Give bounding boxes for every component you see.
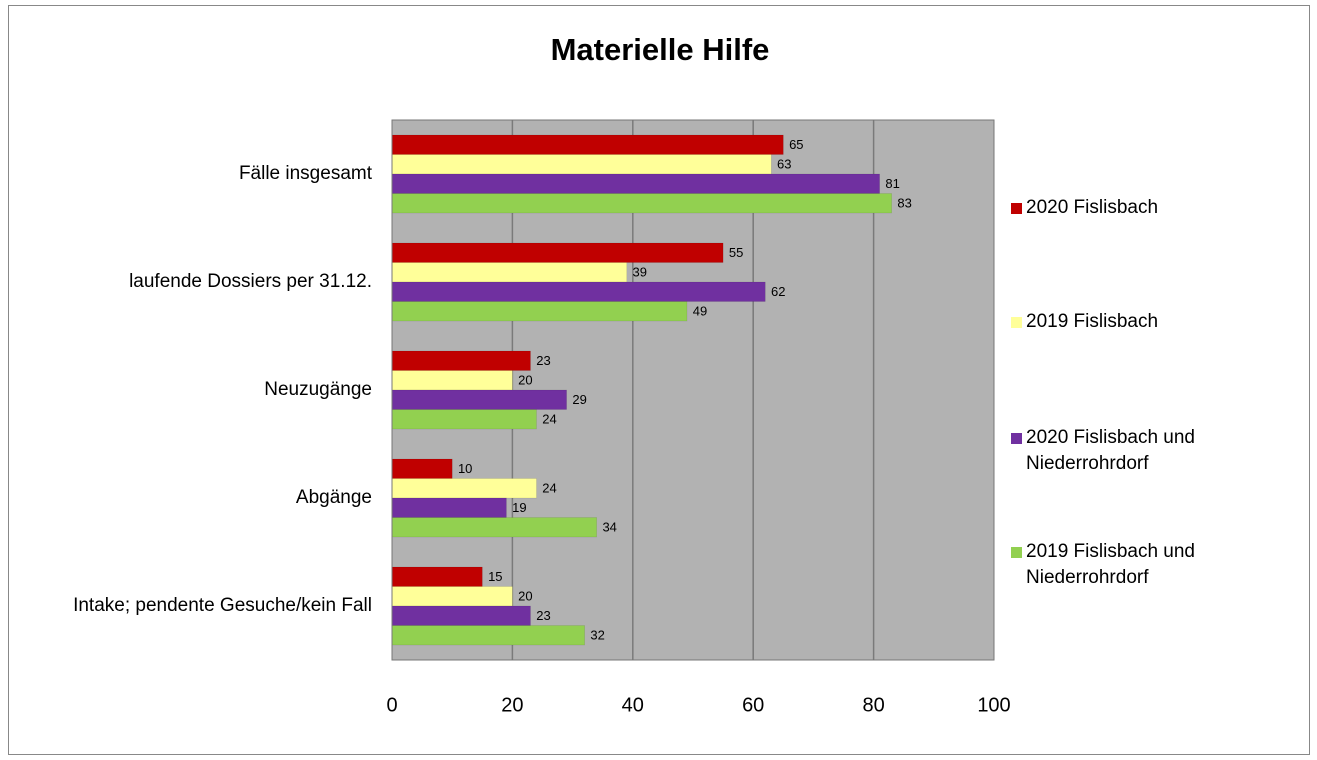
bar xyxy=(391,625,585,646)
category-label: Abgänge xyxy=(20,485,372,511)
bar xyxy=(391,566,483,587)
bar xyxy=(391,262,628,283)
category-text: Abgänge xyxy=(295,487,372,508)
bar xyxy=(391,301,688,322)
value-label: 15 xyxy=(488,569,502,584)
value-label: 63 xyxy=(777,157,791,172)
legend-swatch xyxy=(1011,317,1022,328)
bar xyxy=(391,517,597,538)
x-tick-label: 100 xyxy=(977,694,1010,716)
value-label: 49 xyxy=(693,304,707,319)
x-tick-label: 80 xyxy=(862,694,884,716)
bar xyxy=(391,458,453,479)
category-label: Neuzugänge xyxy=(20,377,372,403)
legend-swatch xyxy=(1011,433,1022,444)
category-text: Intake; pendente Gesuche/kein Fall xyxy=(73,595,372,616)
x-tick-label: 20 xyxy=(501,694,523,716)
legend-swatch xyxy=(1011,547,1022,558)
x-tick-label: 60 xyxy=(742,694,764,716)
value-label: 83 xyxy=(897,196,911,211)
value-label: 39 xyxy=(633,265,647,280)
value-label: 55 xyxy=(729,245,743,260)
bar xyxy=(391,242,724,263)
plot-area xyxy=(391,119,995,661)
legend-swatch xyxy=(1011,203,1022,214)
legend-label: 2019 Fislisbach xyxy=(1026,311,1159,332)
value-label: 19 xyxy=(512,500,526,515)
category-label: Intake; pendente Gesuche/kein Fall xyxy=(20,593,372,619)
bar xyxy=(391,605,531,626)
value-label: 24 xyxy=(542,481,556,496)
bar xyxy=(391,173,880,194)
value-label: 65 xyxy=(789,137,803,152)
category-text: Neuzugänge xyxy=(264,379,372,400)
category-label: Fälle insgesamt xyxy=(20,161,372,187)
x-tick-label: 40 xyxy=(622,694,644,716)
bar xyxy=(391,350,531,371)
x-tick-label: 0 xyxy=(386,694,397,716)
value-label: 34 xyxy=(602,520,616,535)
legend-label: 2020 Fislisbach xyxy=(1026,197,1159,218)
bar xyxy=(391,154,772,175)
legend-label: 2020 Fislisbach und Niederrohrdorf xyxy=(1026,427,1195,474)
value-label: 62 xyxy=(771,284,785,299)
value-label: 32 xyxy=(590,628,604,643)
category-text: laufende Dossiers per 31.12. xyxy=(129,271,372,292)
value-label: 81 xyxy=(885,176,899,191)
bar xyxy=(391,586,513,607)
value-label: 20 xyxy=(518,373,532,388)
value-label: 20 xyxy=(518,589,532,604)
bar xyxy=(391,497,507,518)
value-label: 23 xyxy=(536,608,550,623)
value-label: 29 xyxy=(572,392,586,407)
value-label: 24 xyxy=(542,412,556,427)
chart-title: Materielle Hilfe xyxy=(551,32,770,67)
legend-label: 2019 Fislisbach und Niederrohrdorf xyxy=(1026,541,1195,588)
value-label: 10 xyxy=(458,461,472,476)
value-label: 23 xyxy=(536,353,550,368)
bar xyxy=(391,193,892,214)
category-text: Fälle insgesamt xyxy=(238,163,372,184)
bar xyxy=(391,134,784,155)
bar xyxy=(391,409,537,430)
bar xyxy=(391,478,537,499)
bar xyxy=(391,281,766,302)
bar xyxy=(391,389,567,410)
bar xyxy=(391,370,513,391)
category-label: laufende Dossiers per 31.12. xyxy=(20,269,372,295)
